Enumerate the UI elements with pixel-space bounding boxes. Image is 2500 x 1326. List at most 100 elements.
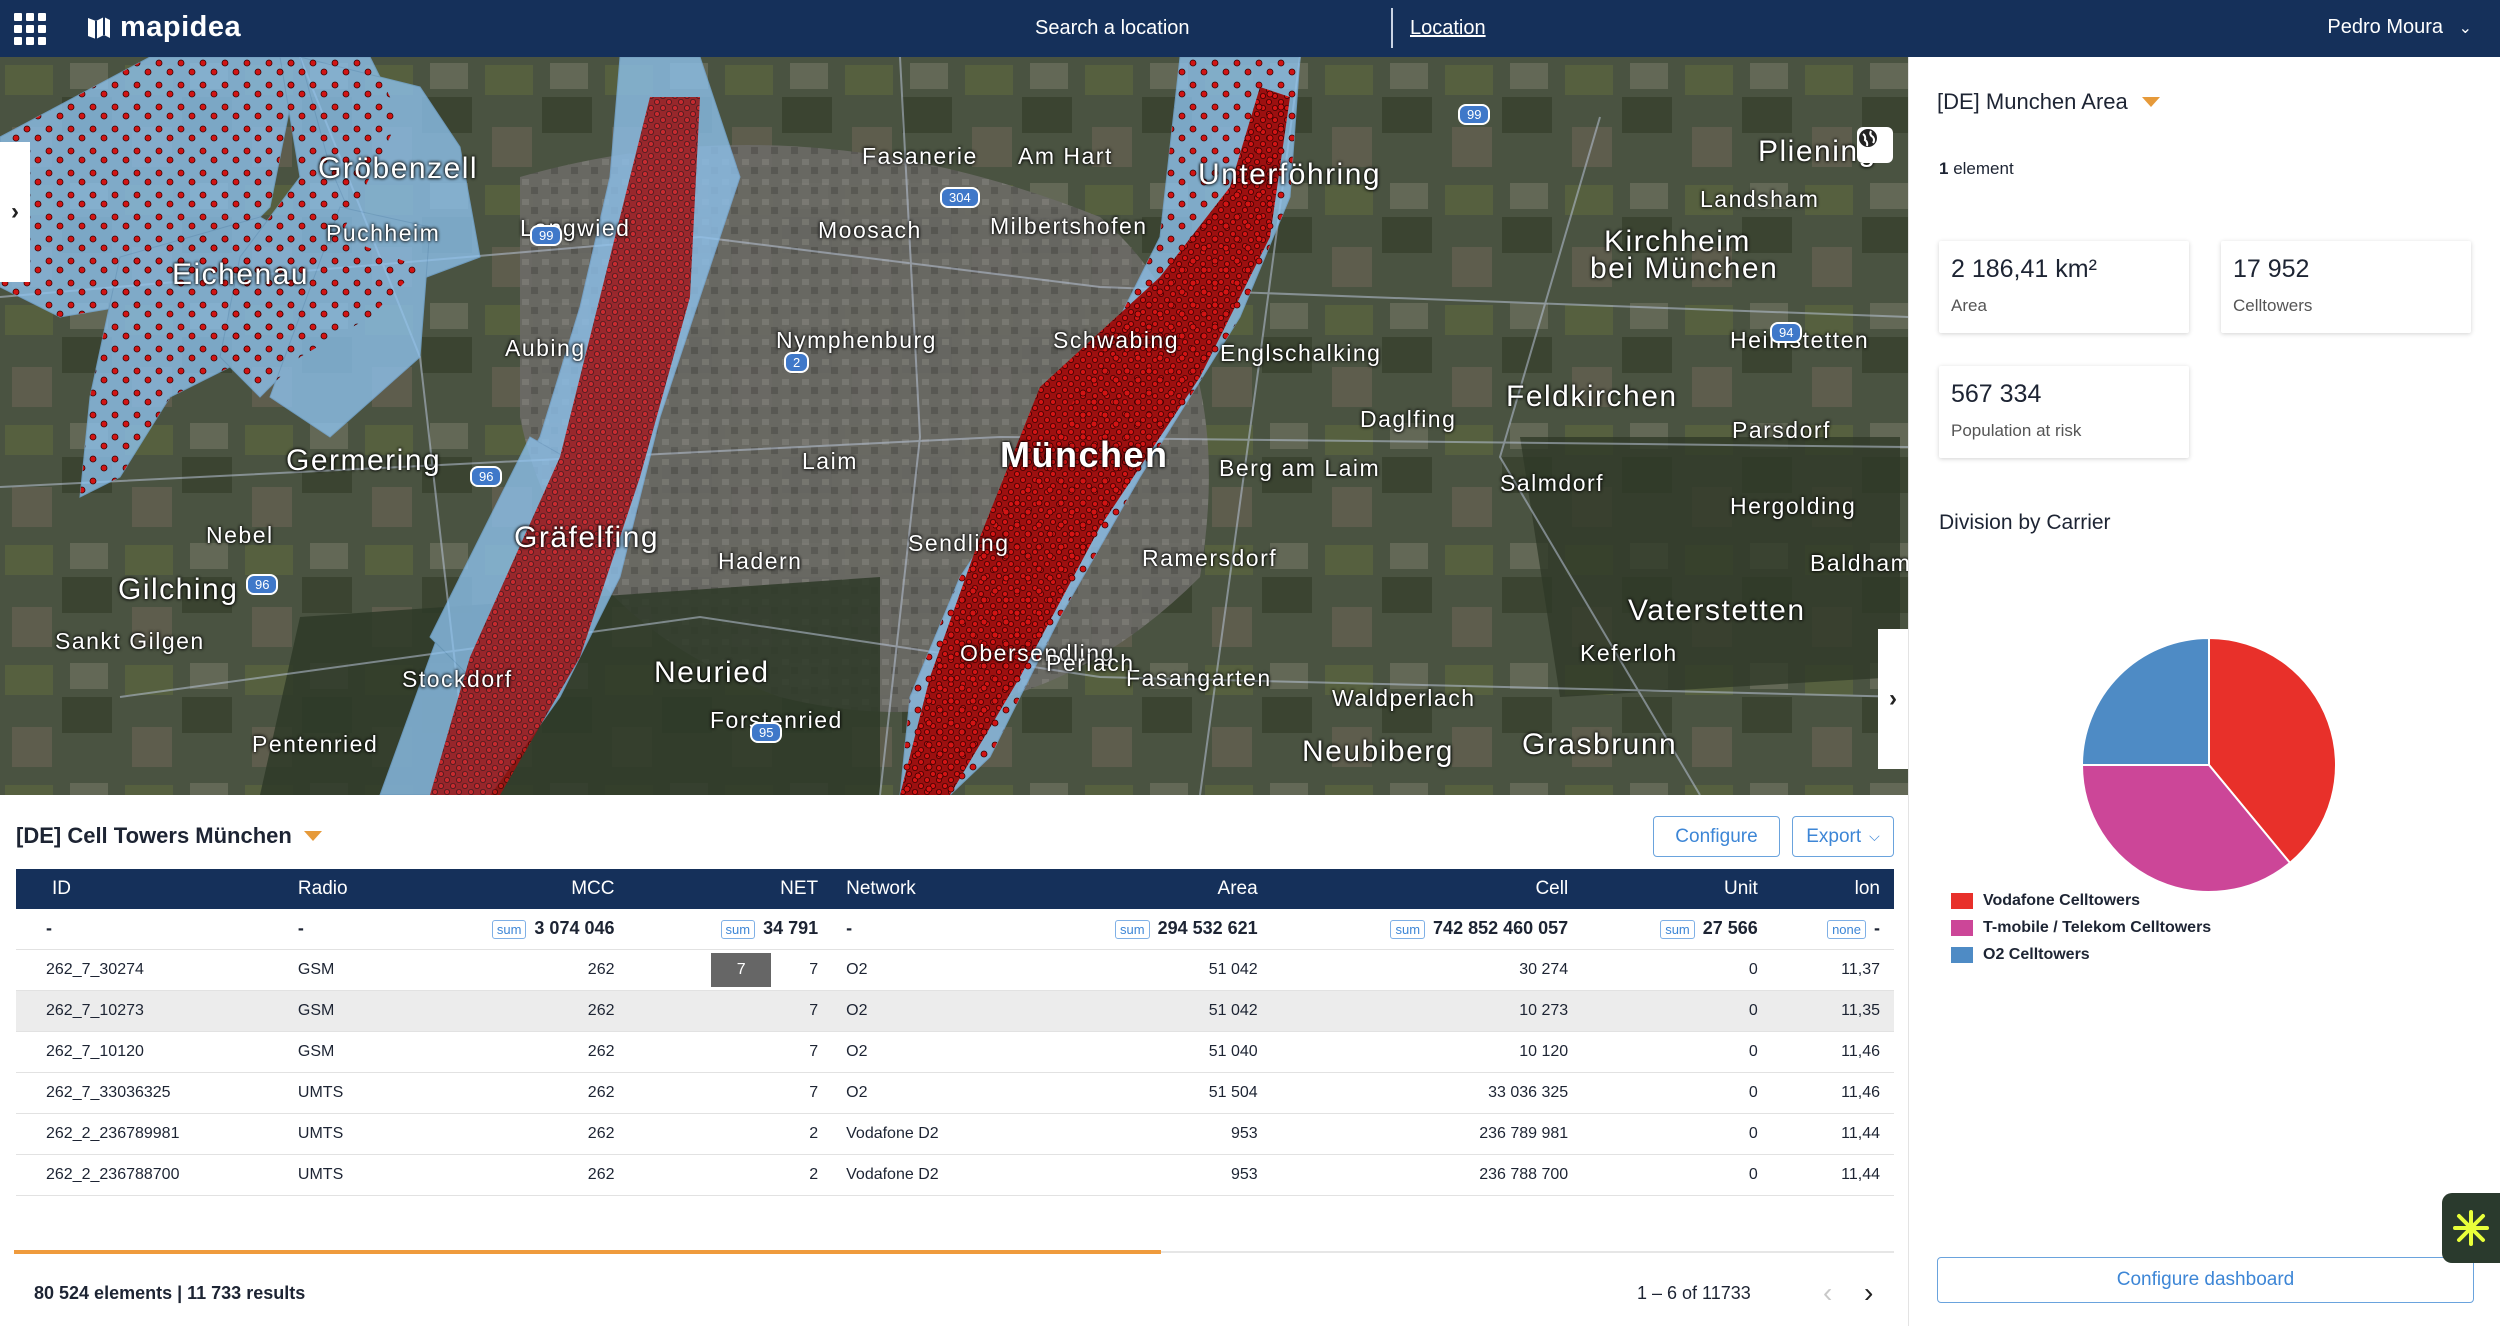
table-cell-area: 51 504 bbox=[1014, 1072, 1272, 1114]
legend-item[interactable]: T-mobile / Telekom Celltowers bbox=[1951, 914, 2211, 941]
table-cell-net: 2 bbox=[628, 1113, 833, 1155]
legend-label: T-mobile / Telekom Celltowers bbox=[1983, 918, 2212, 936]
map-place-label: Neuried bbox=[654, 656, 770, 689]
dashboard-panel: [DE] Munchen Area 1 element 2 186,41 km²… bbox=[1908, 57, 2500, 1326]
map-place-label: Unterföhring bbox=[1198, 158, 1382, 191]
right-panel-toggle[interactable]: › bbox=[1878, 629, 1908, 769]
dashboard-title[interactable]: [DE] Munchen Area bbox=[1937, 89, 2160, 115]
legend-item[interactable]: O2 Celltowers bbox=[1951, 941, 2211, 968]
map-view[interactable]: Fasanerie Am Hart Unterföhring Pliening Gröb… bbox=[0, 57, 1908, 795]
agg-tag[interactable]: sum bbox=[1390, 920, 1426, 939]
map-place-label: Kirchheim bbox=[1604, 225, 1751, 258]
agg-tag[interactable]: sum bbox=[720, 920, 756, 939]
table-cell-area: 51 040 bbox=[1014, 1031, 1272, 1073]
road-shield-label: 99 bbox=[1458, 104, 1491, 125]
division-title: Division by Carrier bbox=[1939, 511, 2111, 534]
map-place-label: Milbertshofen bbox=[990, 213, 1148, 239]
table-row[interactable]: 262_2_236789981 UMTS 262 2 Vodafone D2 953 236… bbox=[16, 1113, 1894, 1155]
map-place-label: Baldham bbox=[1810, 550, 1908, 576]
table-cell-area: 953 bbox=[1014, 1154, 1272, 1196]
map-place-label: Hergolding bbox=[1730, 493, 1857, 519]
map-place-label: Neubiberg bbox=[1302, 735, 1454, 768]
element-count: 1 element bbox=[1939, 159, 2014, 178]
legend-swatch bbox=[1951, 919, 1973, 936]
summary-radio: - bbox=[283, 909, 402, 950]
pie-slice-1[interactable] bbox=[2080, 764, 2292, 893]
table-cell-network: Vodafone D2 bbox=[832, 1113, 1015, 1155]
summary-id: - bbox=[16, 909, 284, 950]
summary-network: - bbox=[832, 909, 1015, 950]
pie-slice-2[interactable] bbox=[2080, 636, 2210, 766]
table-cell-unit: 0 bbox=[1582, 1031, 1772, 1073]
column-header-cell[interactable]: Cell bbox=[1271, 869, 1583, 909]
map-place-label: Salmdorf bbox=[1500, 470, 1605, 496]
table-cell-cell: 236 788 700 bbox=[1271, 1154, 1583, 1196]
next-page-icon[interactable]: › bbox=[1864, 1277, 1874, 1308]
road-shield-label: 304 bbox=[940, 187, 980, 208]
road-shield-label: 96 bbox=[470, 466, 503, 487]
table-cell-net: 7 bbox=[628, 1072, 833, 1114]
map-place-label: Vaterstetten bbox=[1628, 594, 1806, 627]
table-cell-unit: 0 bbox=[1582, 990, 1772, 1032]
apps-grid-icon[interactable] bbox=[14, 13, 46, 45]
table-cell-unit: 0 bbox=[1582, 1113, 1772, 1155]
location-link[interactable]: Location bbox=[1410, 17, 1486, 39]
summary-cell: sum 742 852 460 057 bbox=[1271, 909, 1583, 950]
column-header-mcc[interactable]: MCC bbox=[401, 869, 629, 909]
table-title[interactable]: [DE] Cell Towers München bbox=[16, 823, 322, 849]
map-place-label: Berg am Laim bbox=[1219, 455, 1381, 481]
map-place-label: Pliening bbox=[1758, 135, 1877, 168]
summary-area: sum 294 532 621 bbox=[1014, 909, 1272, 950]
agg-tag[interactable]: sum bbox=[1115, 920, 1150, 939]
column-header-net[interactable]: NET bbox=[628, 869, 833, 909]
table-row[interactable]: 262_7_10120 GSM 262 7 O2 51 040 10 120 0 11,46 bbox=[16, 1031, 1894, 1073]
table-row[interactable]: 262_7_33036325 UMTS 262 7 O2 51 504 33 036 325… bbox=[16, 1072, 1894, 1114]
agg-tag[interactable]: none bbox=[1827, 920, 1866, 939]
cell-editor-badge[interactable]: 7 bbox=[711, 952, 772, 987]
agg-tag[interactable]: sum bbox=[491, 920, 527, 939]
globe-icon[interactable] bbox=[1857, 127, 1893, 163]
configure-button[interactable]: Configure bbox=[1653, 816, 1780, 857]
legend-item[interactable]: Vodafone Celltowers bbox=[1951, 887, 2211, 914]
logo[interactable]: mapidea bbox=[86, 11, 241, 44]
progress-fill bbox=[14, 1250, 1161, 1254]
sparkle-icon bbox=[2453, 1210, 2489, 1246]
column-header-radio[interactable]: Radio bbox=[283, 869, 402, 909]
map-place-label: Daglfing bbox=[1360, 406, 1457, 432]
road-shield-label: 94 bbox=[1770, 322, 1803, 343]
help-widget[interactable] bbox=[2442, 1193, 2500, 1263]
search-location-button[interactable]: Search a location bbox=[1035, 17, 1190, 39]
agg-tag[interactable]: sum bbox=[1660, 920, 1695, 939]
table-row[interactable]: 262_2_236788700 UMTS 262 2 Vodafone D2 953 236… bbox=[16, 1154, 1894, 1196]
map-place-label: München bbox=[1000, 434, 1169, 475]
user-menu[interactable]: Pedro Moura ⌄ bbox=[2327, 16, 2472, 39]
column-header-lon[interactable]: lon bbox=[1771, 869, 1894, 909]
legend-swatch bbox=[1951, 892, 1973, 909]
column-header-id[interactable]: ID bbox=[16, 869, 284, 909]
table-row[interactable]: 262_7_10273 GSM 262 7 O2 51 042 10 273 0 11,35 bbox=[16, 990, 1894, 1032]
pagination-label: 1 – 6 of 11733 bbox=[1637, 1283, 1751, 1303]
column-header-network[interactable]: Network bbox=[832, 869, 1015, 909]
map-place-label: Parsdorf bbox=[1732, 417, 1831, 443]
table-cell-mcc: 262 bbox=[401, 990, 629, 1032]
table-cell-lon: 11,37 bbox=[1771, 949, 1894, 991]
table-cell-cell: 30 274 bbox=[1271, 949, 1583, 991]
pie-slice-0[interactable] bbox=[2208, 636, 2337, 865]
left-panel-toggle[interactable]: › bbox=[0, 142, 30, 282]
table-cell-radio: UMTS bbox=[283, 1154, 402, 1196]
table-cell-lon: 11,46 bbox=[1771, 1072, 1894, 1114]
table-cell-network: O2 bbox=[832, 990, 1015, 1032]
configure-dashboard-button[interactable]: Configure dashboard bbox=[1937, 1257, 2474, 1303]
table-cell-mcc: 262 bbox=[401, 1113, 629, 1155]
previous-page-icon[interactable]: ‹ bbox=[1823, 1277, 1833, 1308]
card-label: Celltowers bbox=[2233, 296, 2313, 315]
logo-text: mapidea bbox=[120, 11, 242, 43]
column-header-area[interactable]: Area bbox=[1014, 869, 1272, 909]
column-header-unit[interactable]: Unit bbox=[1582, 869, 1772, 909]
table-cell-lon: 11,44 bbox=[1771, 1154, 1894, 1196]
export-button[interactable]: Export ⌵ bbox=[1792, 816, 1894, 857]
table-row[interactable]: 262_7_30274 GSM 262 7 7 O2 51 042 30 274 0 11,37 bbox=[16, 949, 1894, 991]
scroll-progress-bar[interactable] bbox=[14, 1250, 1894, 1254]
table-cell-area: 953 bbox=[1014, 1113, 1272, 1155]
